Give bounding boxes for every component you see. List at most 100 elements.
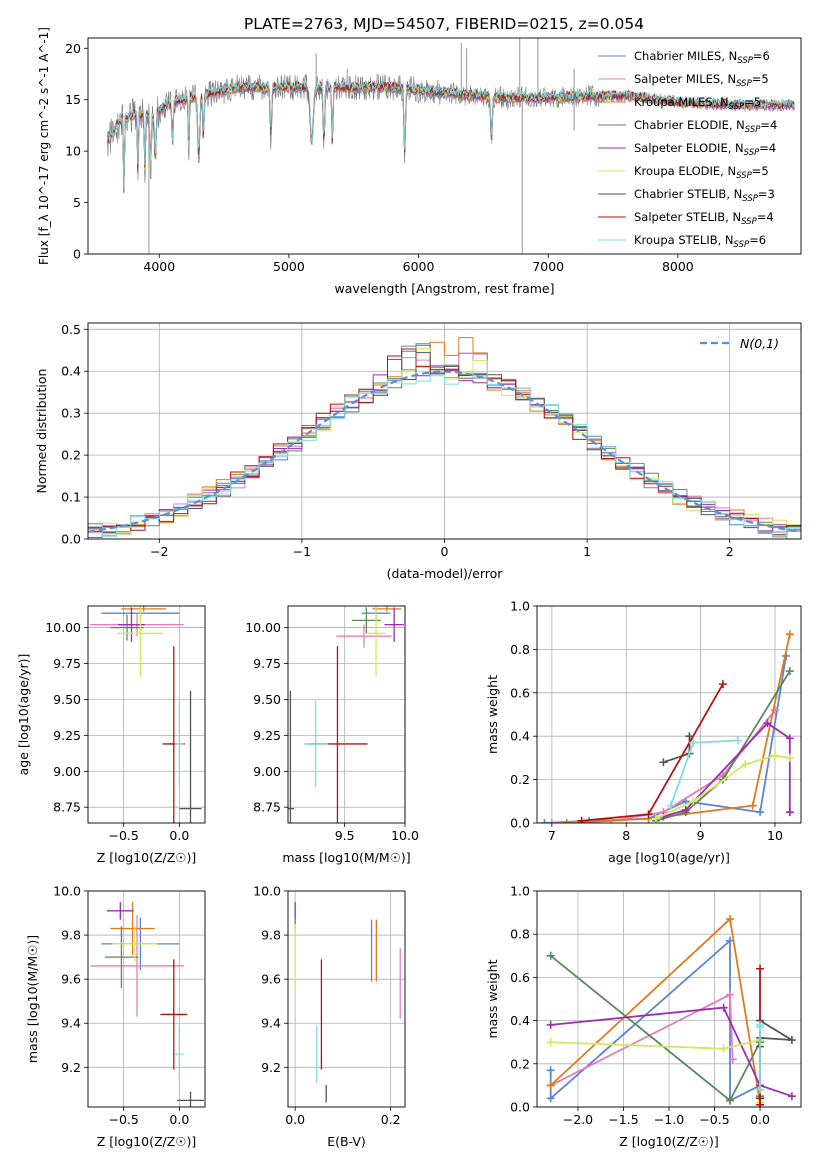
legend-entry-count: =5 bbox=[744, 95, 761, 109]
y-tick-label: 15 bbox=[65, 92, 81, 107]
legend-entry-subscript: SSP bbox=[736, 79, 752, 89]
weight-marker bbox=[659, 758, 668, 767]
x-axis-label: Z [log10(Z/Z☉)] bbox=[97, 850, 197, 865]
x-tick-label: 0 bbox=[441, 544, 449, 559]
axes-frame bbox=[536, 605, 802, 824]
weight-line bbox=[550, 1006, 793, 1098]
x-tick-label: 6000 bbox=[403, 259, 435, 274]
weight-marker bbox=[546, 951, 555, 960]
weight-marker bbox=[785, 667, 794, 676]
figure-title: PLATE=2763, MJD=54507, FIBERID=0215, z=0… bbox=[244, 15, 644, 33]
legend-entry-subscript: SSP bbox=[744, 148, 760, 158]
axes-frame bbox=[87, 322, 802, 540]
age-vs-mass-plot-area bbox=[288, 606, 404, 823]
x-tick-label: 0.2 bbox=[381, 1112, 401, 1127]
x-axis-label: Z [log10(Z/Z☉)] bbox=[619, 1134, 719, 1149]
weight-line bbox=[581, 683, 724, 822]
legend-entry-label: Chabrier ELODIE, N bbox=[634, 118, 745, 132]
weight-marker bbox=[785, 808, 794, 817]
y-tick-label: 0 bbox=[73, 247, 81, 262]
normal-distribution-curve bbox=[88, 370, 799, 533]
normal-legend-label: N(0,1) bbox=[740, 336, 779, 351]
weight-vs-z-panel: −2.0 −1.5 −1.0 −0.5 0.0 0.0 0.2 0.4 0.6 0.8 1.0 Z [… bbox=[485, 884, 802, 1149]
residuals-panel: −2 −1 0 1 2 0.0 0.1 0.2 0.3 0.4 0.5 (data-model)/er… bbox=[34, 322, 802, 581]
weight-marker bbox=[666, 801, 675, 810]
spectrum-plot-area bbox=[106, 38, 795, 254]
weight-marker bbox=[756, 964, 765, 973]
mass-vs-ebv-plot-area bbox=[294, 902, 401, 1103]
y-tick-label: 8.75 bbox=[53, 800, 81, 815]
weight-marker bbox=[725, 1096, 734, 1105]
legend-entry: Salpeter ELODIE, NSSP=4 bbox=[634, 141, 776, 158]
weight-marker bbox=[725, 915, 734, 924]
y-tick-label: 20 bbox=[65, 41, 81, 56]
legend-entry-subscript: SSP bbox=[741, 217, 757, 227]
y-tick-label: 10.0 bbox=[253, 884, 281, 899]
legend-entry: Chabrier ELODIE, NSSP=4 bbox=[634, 118, 777, 135]
weight-line bbox=[566, 634, 791, 823]
y-tick-label: 1.0 bbox=[510, 884, 530, 899]
x-tick-label: −0.5 bbox=[108, 1112, 138, 1127]
legend-entry-label: Salpeter STELIB, N bbox=[634, 210, 741, 224]
y-tick-label: 0.4 bbox=[61, 364, 81, 379]
weight-marker bbox=[546, 1081, 555, 1090]
x-tick-label: 8000 bbox=[662, 259, 694, 274]
x-tick-label: −2.0 bbox=[563, 1112, 593, 1127]
weight-marker bbox=[718, 680, 727, 689]
x-tick-label: 5000 bbox=[273, 259, 305, 274]
weight-marker bbox=[785, 753, 794, 762]
y-tick-label: 10 bbox=[65, 144, 81, 159]
y-tick-label: 9.75 bbox=[53, 656, 81, 671]
weight-vs-age-panel: 7 8 9 10 0.0 0.2 0.4 0.6 0.8 1.0 age [log10(age/yr… bbox=[485, 599, 802, 865]
legend-entry-label: Salpeter MILES, N bbox=[634, 72, 736, 86]
weight-marker bbox=[546, 1020, 555, 1029]
weight-marker bbox=[546, 1066, 555, 1075]
weight-marker bbox=[741, 760, 750, 769]
weight-marker bbox=[770, 751, 779, 760]
legend-entry-label: Kroupa ELODIE, N bbox=[634, 164, 736, 178]
weight-marker bbox=[785, 734, 794, 743]
legend-entry-label: Kroupa MILES, N bbox=[634, 95, 729, 109]
axes-frame bbox=[87, 605, 206, 824]
weight-marker bbox=[733, 736, 742, 745]
y-tick-label: 0.8 bbox=[510, 927, 530, 942]
x-tick-label: −0.5 bbox=[699, 1112, 729, 1127]
x-axis-label: Z [log10(Z/Z☉)] bbox=[97, 1134, 197, 1149]
x-tick-label: −2 bbox=[150, 544, 168, 559]
weight-marker bbox=[728, 1055, 737, 1064]
residuals-plot-area bbox=[88, 337, 801, 539]
y-tick-label: 0.4 bbox=[510, 729, 530, 744]
legend-entry-count: =4 bbox=[759, 141, 776, 155]
x-tick-label: 10 bbox=[767, 828, 783, 843]
weight-marker bbox=[787, 1092, 796, 1101]
y-axis-label: mass [log10(M/M☉)] bbox=[25, 935, 40, 1063]
weight-line bbox=[550, 917, 761, 1103]
axes-frame bbox=[536, 890, 802, 1108]
weight-vs-age-plot-area bbox=[540, 630, 794, 823]
weight-marker bbox=[540, 819, 549, 823]
y-tick-label: 9.50 bbox=[253, 692, 281, 707]
y-axis-label: age [log10(age/yr)] bbox=[16, 654, 31, 776]
y-tick-label: 10.00 bbox=[245, 620, 281, 635]
legend-entry-count: =6 bbox=[753, 49, 770, 63]
weight-marker bbox=[577, 816, 586, 823]
legend-entry-count: =3 bbox=[758, 187, 775, 201]
weight-marker bbox=[756, 1085, 765, 1094]
x-tick-label: 0.0 bbox=[285, 1112, 305, 1127]
weight-line bbox=[759, 1019, 793, 1047]
x-tick-label: 4000 bbox=[143, 259, 175, 274]
y-tick-label: 10.0 bbox=[53, 884, 81, 899]
legend-entry: Kroupa MILES, NSSP=5 bbox=[634, 95, 761, 112]
y-tick-label: 9.6 bbox=[261, 972, 281, 987]
x-tick-label: −1.0 bbox=[654, 1112, 684, 1127]
legend-entry: Salpeter MILES, NSSP=5 bbox=[634, 72, 769, 89]
legend-entry: Chabrier STELIB, NSSP=3 bbox=[634, 187, 775, 204]
y-tick-label: 9.4 bbox=[61, 1016, 81, 1031]
weight-marker bbox=[719, 1044, 728, 1053]
legend-entry: Chabrier MILES, NSSP=6 bbox=[634, 49, 770, 66]
legend-entry-count: =4 bbox=[757, 210, 774, 224]
axes-frame bbox=[87, 890, 206, 1108]
y-tick-label: 0.3 bbox=[61, 406, 81, 421]
axes-frame bbox=[287, 605, 406, 824]
